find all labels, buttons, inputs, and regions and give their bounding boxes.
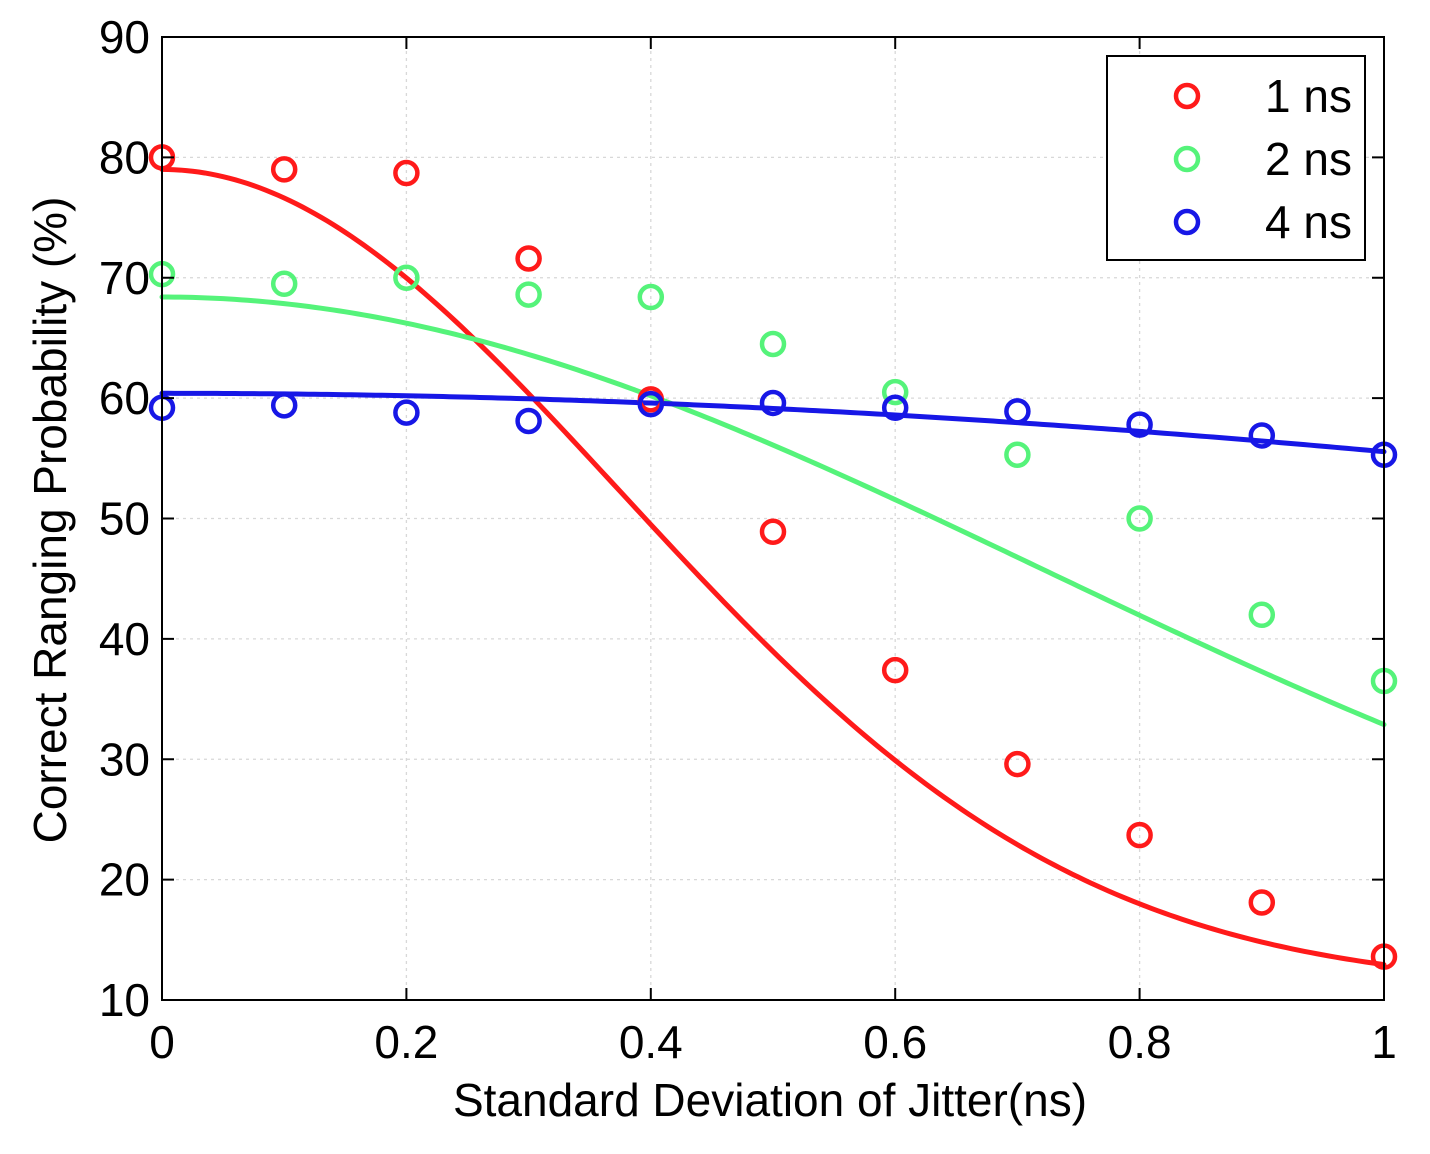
- legend: 1 ns 2 ns 4 ns: [1106, 55, 1366, 261]
- x-tick-label: 0.8: [1108, 1016, 1172, 1068]
- data-point-series-1: [881, 656, 909, 684]
- data-point-series-1: [270, 156, 298, 183]
- data-point-series-3: [393, 399, 420, 426]
- y-tick-label: 30: [99, 733, 150, 785]
- fit-line-series-3: [159, 390, 1387, 455]
- axis-ticks: [161, 36, 1385, 1001]
- data-point-series-2: [1248, 601, 1276, 629]
- data-point-series-2: [759, 330, 787, 358]
- data-point-series-2: [515, 281, 542, 308]
- y-axis-title: Correct Ranging Probability (%): [24, 197, 76, 844]
- data-point-series-3: [1126, 411, 1153, 438]
- y-tick-labels: 10 20 30 40 50 60 70 80 90: [99, 11, 150, 1026]
- data-point-series-2: [1126, 505, 1153, 532]
- data-point-series-1: [1004, 750, 1031, 778]
- fit-line-series-2: [159, 294, 1387, 728]
- x-tick-label: 0: [149, 1016, 175, 1068]
- y-tick-label: 80: [99, 131, 150, 183]
- data-point-series-2: [393, 264, 420, 291]
- data-point-series-2: [270, 270, 298, 298]
- data-point-series-1: [393, 159, 420, 187]
- data-point-series-3: [637, 390, 665, 418]
- x-tick-label: 0.2: [374, 1016, 438, 1068]
- y-tick-label: 70: [99, 252, 150, 304]
- data-point-series-3: [881, 394, 909, 422]
- y-tick-label: 40: [99, 613, 150, 665]
- fit-line-series-1: [159, 166, 1387, 968]
- y-tick-label: 20: [99, 854, 150, 906]
- x-tick-label: 0.6: [863, 1016, 927, 1068]
- legend-label: 4 ns: [1265, 196, 1352, 248]
- data-point-series-1: [759, 518, 787, 545]
- x-axis-title: Standard Deviation of Jitter(ns): [453, 1074, 1087, 1126]
- fit-lines: [159, 166, 1387, 968]
- x-tick-labels: 0 0.2 0.4 0.6 0.8 1: [149, 1016, 1397, 1068]
- legend-marker: [1173, 145, 1201, 173]
- y-tick-label: 10: [99, 974, 150, 1026]
- data-point-series-3: [270, 392, 298, 419]
- data-point-series-3: [1248, 422, 1276, 449]
- legend-label: 2 ns: [1265, 133, 1352, 185]
- data-point-series-2: [1004, 441, 1031, 468]
- legend-marker: [1173, 82, 1201, 110]
- legend-marker: [1173, 208, 1201, 236]
- y-tick-label: 90: [99, 11, 150, 63]
- x-tick-label: 0.4: [619, 1016, 683, 1068]
- data-point-series-1: [515, 245, 542, 272]
- data-point-series-2: [637, 283, 665, 311]
- data-point-series-1: [1126, 821, 1153, 849]
- legend-items: 1 ns 2 ns 4 ns: [1173, 70, 1352, 248]
- data-point-series-3: [515, 407, 542, 435]
- data-point-series-1: [1248, 889, 1276, 916]
- x-tick-label: 1: [1371, 1016, 1397, 1068]
- legend-box: [1106, 55, 1366, 261]
- y-tick-label: 60: [99, 372, 150, 424]
- data-point-series-2: [881, 378, 909, 406]
- data-point-series-3: [1004, 398, 1031, 425]
- legend-label: 1 ns: [1265, 70, 1352, 122]
- data-point-series-3: [759, 389, 787, 417]
- y-tick-label: 50: [99, 493, 150, 545]
